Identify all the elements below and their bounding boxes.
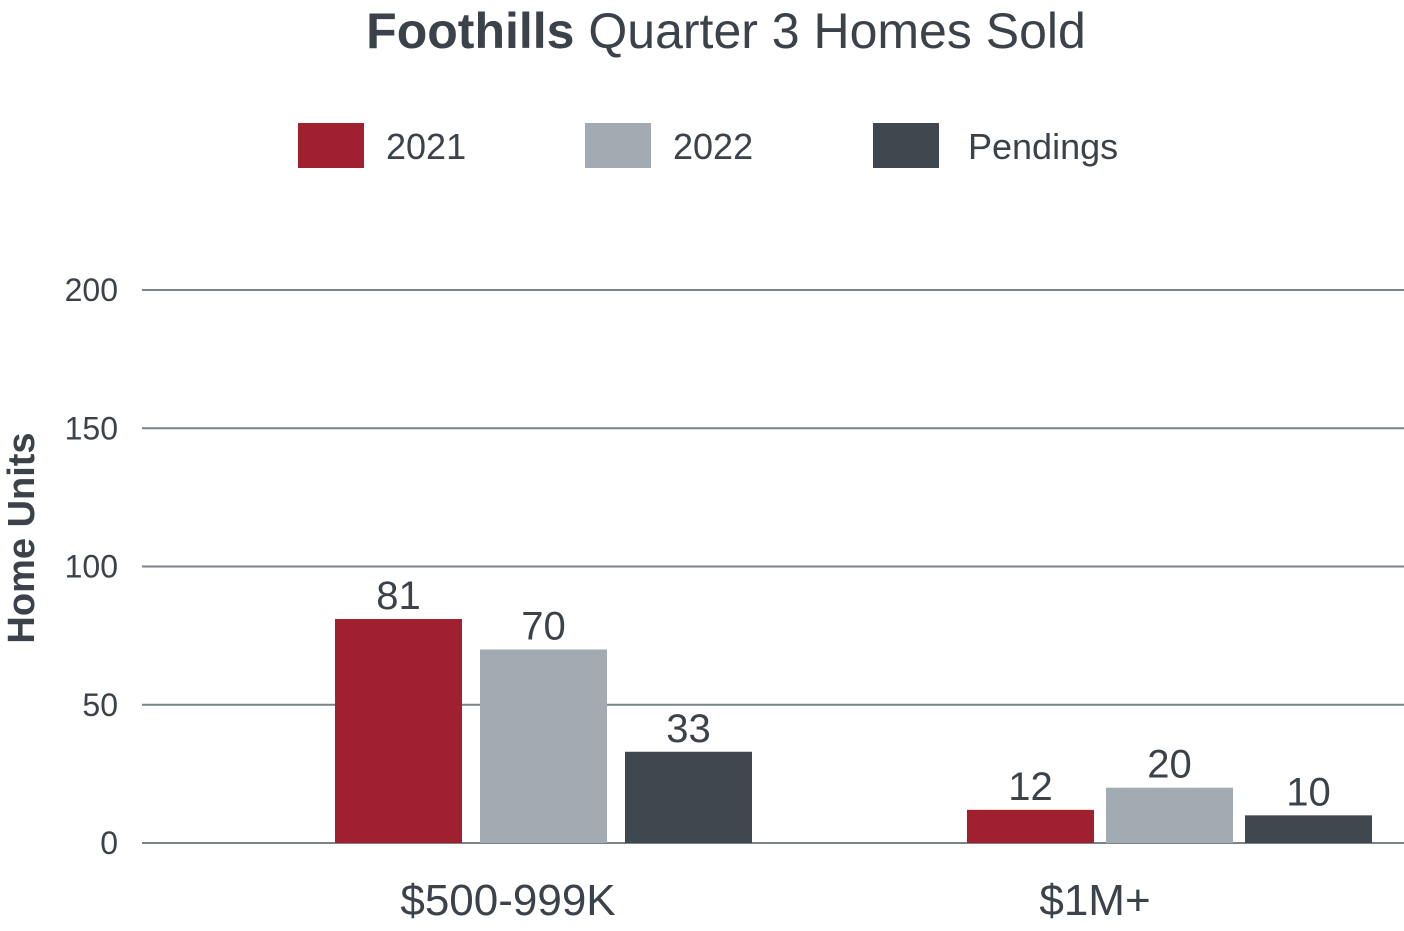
value-label-2021-2: 12 — [1008, 765, 1053, 809]
gridlines — [142, 289, 1404, 844]
value-labels: 81 70 33 12 20 10 — [376, 574, 1331, 814]
legend-swatch-2021 — [298, 123, 364, 168]
y-tick-label: 150 — [65, 410, 118, 446]
chart-title-bold: Foothills — [366, 3, 574, 59]
legend-label-2022: 2022 — [673, 126, 753, 167]
category-label: $1M+ — [1039, 876, 1150, 925]
category-labels: $500-999K $1M+ — [400, 876, 1150, 925]
bar-2021-1 — [335, 619, 462, 843]
bar-pendings-1 — [625, 751, 752, 843]
chart-title: Foothills Quarter 3 Homes Sold — [366, 3, 1086, 59]
bar-pendings-2 — [1245, 815, 1372, 843]
legend: 2021 2022 Pendings — [298, 123, 1118, 168]
y-tick-label: 50 — [82, 687, 118, 723]
legend-label-2021: 2021 — [386, 126, 466, 167]
bar-2021-2 — [967, 809, 1094, 843]
legend-swatch-2022 — [585, 123, 651, 168]
legend-label-pendings: Pendings — [968, 126, 1118, 167]
value-label-2022-2: 20 — [1147, 743, 1192, 787]
legend-swatch-pendings — [873, 123, 939, 168]
value-label-pendings-2: 10 — [1286, 770, 1331, 814]
y-tick-label: 200 — [65, 272, 118, 308]
y-axis-label: Home Units — [1, 432, 43, 643]
value-label-2022-1: 70 — [521, 604, 566, 648]
value-label-pendings-1: 33 — [666, 707, 711, 751]
y-tick-label: 100 — [65, 549, 118, 585]
y-tick-label: 0 — [100, 825, 118, 861]
bars — [335, 619, 1372, 843]
bar-2022-1 — [480, 649, 607, 843]
category-label: $500-999K — [400, 876, 615, 925]
bar-2022-2 — [1106, 787, 1233, 843]
y-axis-ticks: 0 50 100 150 200 — [65, 272, 118, 861]
value-label-2021-1: 81 — [376, 574, 421, 618]
chart-title-rest: Quarter 3 Homes Sold — [588, 3, 1085, 59]
